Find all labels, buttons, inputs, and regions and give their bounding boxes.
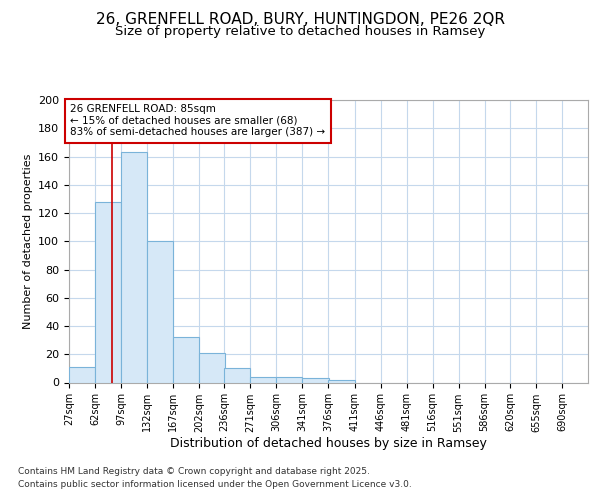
Bar [95,202,121,382]
Bar [250,377,277,382]
Bar [199,353,225,382]
Y-axis label: Number of detached properties: Number of detached properties [23,154,32,329]
Bar [173,338,199,382]
Text: Size of property relative to detached houses in Ramsey: Size of property relative to detached ho… [115,25,485,38]
Bar [302,378,329,382]
Text: Contains public sector information licensed under the Open Government Licence v3: Contains public sector information licen… [18,480,412,489]
Text: 26, GRENFELL ROAD, BURY, HUNTINGDON, PE26 2QR: 26, GRENFELL ROAD, BURY, HUNTINGDON, PE2… [95,12,505,28]
X-axis label: Distribution of detached houses by size in Ramsey: Distribution of detached houses by size … [170,437,487,450]
Bar [224,368,250,382]
Bar [147,242,173,382]
Bar [329,380,355,382]
Bar [121,152,147,382]
Text: 26 GRENFELL ROAD: 85sqm
← 15% of detached houses are smaller (68)
83% of semi-de: 26 GRENFELL ROAD: 85sqm ← 15% of detache… [70,104,326,138]
Text: Contains HM Land Registry data © Crown copyright and database right 2025.: Contains HM Land Registry data © Crown c… [18,467,370,476]
Bar [277,377,302,382]
Bar [69,367,95,382]
